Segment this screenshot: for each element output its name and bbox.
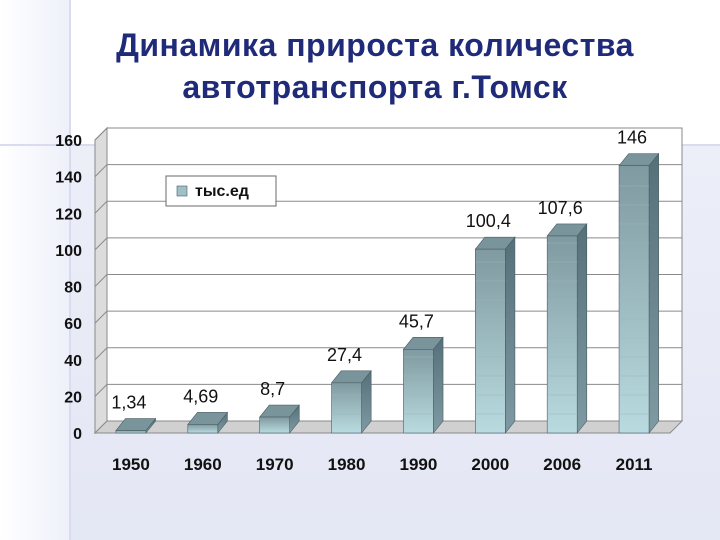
y-tick-label: 140 [55,170,82,187]
x-tick-label: 1980 [328,455,366,474]
bar [115,430,147,434]
data-label: 100,4 [466,211,511,231]
y-tick-label: 160 [55,133,82,150]
x-tick-label: 1960 [184,455,222,474]
gridline-side [94,274,108,287]
y-tick-label: 120 [55,206,82,223]
x-tick-label: 1950 [112,455,150,474]
gridline-side [94,384,108,397]
chart-floor [93,420,684,434]
gridline-side [94,164,108,177]
bar-side [576,223,588,434]
slide-title: Динамика прироста количества автотранспо… [116,27,634,105]
bar [546,235,578,434]
data-label: 8,7 [260,379,285,399]
gridline-side [94,237,108,251]
y-tick-label: 0 [73,426,82,443]
x-tick-label: 1970 [256,455,294,474]
bar-side [433,336,444,434]
x-tick-label: 2011 [616,455,653,474]
bar [403,349,434,434]
gridline-side [94,200,108,214]
y-tick-label: 80 [64,280,82,297]
data-label: 146 [617,128,647,148]
x-tick-label: 2000 [471,455,509,474]
data-label: 27,4 [327,345,362,365]
data-label: 45,7 [399,311,434,331]
y-tick-label: 40 [64,353,82,370]
legend-swatch [176,185,188,197]
x-tick-label: 1990 [400,455,438,474]
gridline-side [94,127,108,141]
bar [259,416,290,434]
bar-side [505,236,516,434]
x-tick-label: 2006 [543,455,581,474]
gridline-side [94,347,108,361]
bar [331,382,362,434]
bar [475,248,506,434]
bar-side [648,152,659,434]
background-band [0,0,70,540]
y-tick-label: 20 [64,389,82,406]
data-label: 1,34 [111,393,146,413]
data-label: 4,69 [183,386,218,406]
y-tick-label: 60 [64,316,82,333]
gridline-side [94,310,108,324]
background-rule-vertical [69,0,71,540]
data-label: 107,6 [538,198,583,218]
bar [618,165,650,434]
legend-label: тыс.ед [195,183,249,200]
y-tick-label: 100 [55,243,82,260]
bar [187,424,219,434]
